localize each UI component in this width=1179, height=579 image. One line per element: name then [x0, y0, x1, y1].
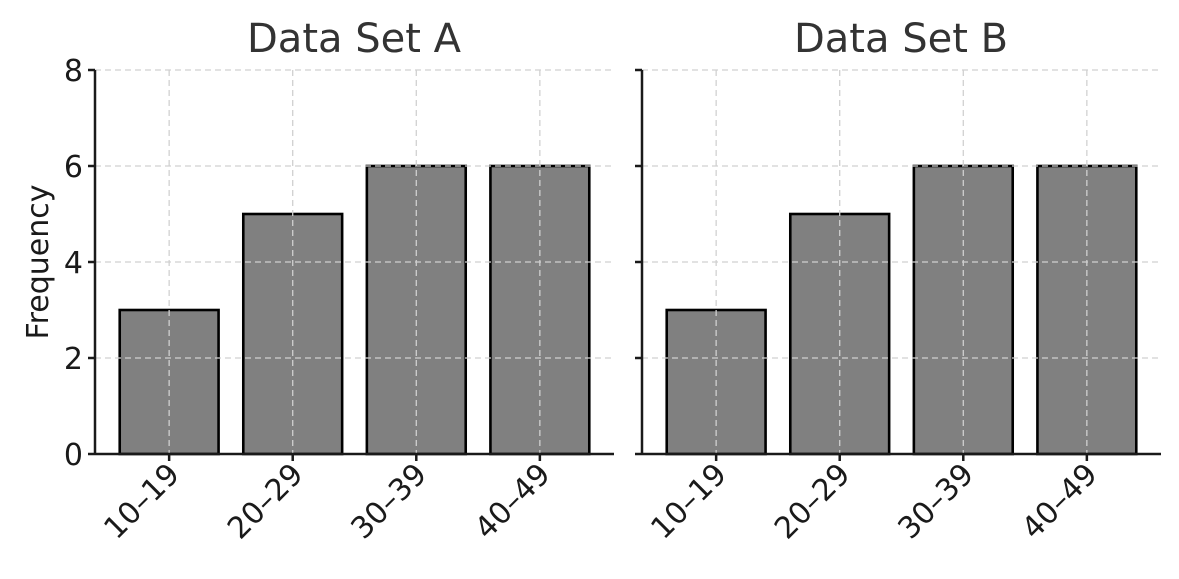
plot-area-a: 0 2 4 6 8 10–19 20–29 30–39 40–49	[64, 54, 614, 546]
y-tick-label-a-2: 2	[64, 342, 83, 377]
x-tick-label-a-2: 20–29	[221, 457, 310, 546]
x-tick-label-a-3: 30–39	[345, 457, 434, 546]
x-tick-label-b-2: 20–29	[768, 457, 857, 546]
x-tick-label-a-1: 10–19	[97, 457, 186, 546]
y-axis-label-a: Frequency	[21, 185, 56, 340]
y-tick-label-a-4: 4	[64, 246, 83, 281]
x-tick-label-b-3: 30–39	[892, 457, 981, 546]
chart-title-a: Data Set A	[247, 16, 462, 62]
y-tick-label-a-6: 6	[64, 150, 83, 185]
panel-a: Data Set A Frequency 0 2 4 6 8 10–19 20–29 30–3…	[21, 16, 614, 546]
x-tick-label-b-4: 40–49	[1015, 457, 1104, 546]
y-tick-label-a-0: 0	[64, 438, 83, 473]
x-tick-label-b-1: 10–19	[644, 457, 733, 546]
y-tick-label-a-8: 8	[64, 54, 83, 89]
chart-title-b: Data Set B	[794, 16, 1008, 62]
plot-area-b: 10–19 20–29 30–39 40–49	[635, 68, 1161, 546]
x-tick-label-a-4: 40–49	[468, 457, 557, 546]
panel-b: Data Set B 10–19 20–29 30–39 40–49	[635, 16, 1161, 546]
